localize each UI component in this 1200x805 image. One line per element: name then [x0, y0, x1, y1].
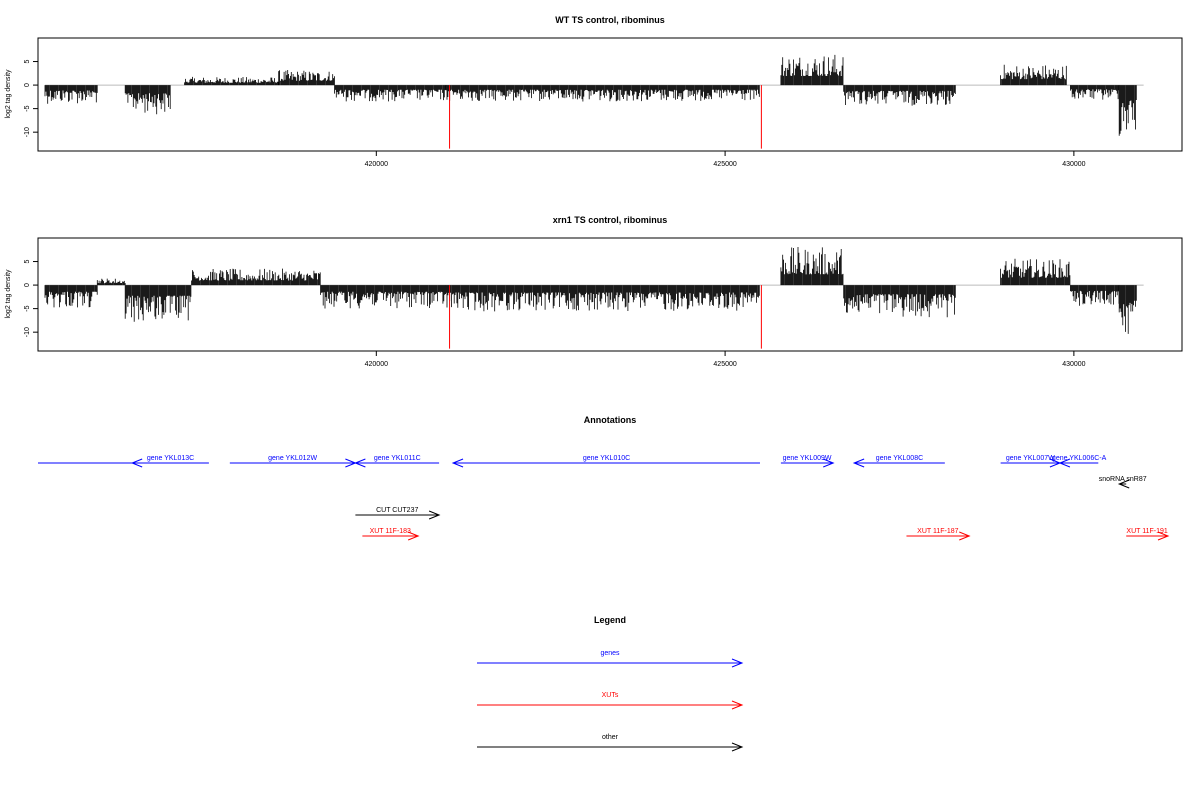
xrn1-signal-segment [843, 285, 956, 318]
wt-signal-segment [334, 85, 447, 102]
other-feature-label: snoRNA snR87 [1099, 476, 1147, 483]
wt-y-ticks: -10 -5 0 5 [24, 59, 38, 137]
wt-signal-segment [184, 76, 279, 86]
wt-signal-bars [44, 54, 1137, 136]
xrn1-signal-segment [320, 285, 446, 309]
wt-y-tick-label: 0 [24, 83, 31, 87]
xrn1-track-panel: xrn1 TS control, ribominus log2 tag dens… [5, 215, 1183, 368]
legend-label-gene: genes [600, 650, 620, 657]
xut-feature-label: XUT 11F-191 [1126, 528, 1167, 535]
xrn1-signal-segment [445, 285, 760, 312]
legend-arrow-xut [477, 700, 744, 710]
legend-label-other: other [602, 734, 619, 741]
xrn1-x-ticks: 420000 425000 430000 [365, 351, 1086, 368]
wt-y-tick-label: -5 [24, 105, 31, 111]
xut-feature-arrow [362, 531, 420, 541]
other-feature-arrow [1117, 479, 1130, 489]
xrn1-signal-segment [1118, 285, 1137, 334]
xrn1-signal-segment [1070, 285, 1120, 306]
xrn1-y-tick-label: -5 [24, 305, 31, 311]
xrn1-signal-segment [124, 285, 192, 322]
legend-title: Legend [594, 615, 626, 625]
gene-feature-arrow [354, 458, 440, 468]
gene-feature-label: gene YKL009W [783, 455, 832, 462]
xrn1-y-tick-label: 0 [24, 283, 31, 287]
legend-panel: Legend genes XUTs other [477, 615, 744, 752]
gene-feature-label: gene YKL007W [1006, 455, 1055, 462]
xrn1-y-ticks: -10 -5 0 5 [24, 259, 38, 337]
gene-feature-label: gene YKL013C [147, 455, 194, 462]
wt-signal-segment [124, 85, 171, 115]
gene-feature-arrow [1058, 458, 1099, 468]
xrn1-y-tick-label: 5 [24, 259, 31, 263]
xrn1-x-tick-label: 420000 [365, 361, 388, 368]
gene-feature-arrow [451, 458, 760, 468]
xut-feature-label: XUT 11F-183 [370, 528, 411, 535]
wt-plot-frame [37, 37, 1183, 152]
xrn1-signal-segment [96, 278, 126, 286]
xrn1-y-tick-label: -10 [24, 327, 31, 337]
gene-feature-label: gene YKL006C-A [1052, 455, 1107, 462]
annotations-panel: Annotations gene YKL013C gene YKL012W gene… [38, 415, 1170, 541]
gene-feature-arrow [780, 458, 835, 468]
wt-signal-segment [780, 54, 844, 86]
gene-feature-label: gene YKL008C [876, 455, 923, 462]
gene-feature-label: gene YKL010C [583, 455, 630, 462]
annotations-title: Annotations [584, 415, 637, 425]
wt-x-tick-label: 430000 [1062, 161, 1085, 168]
xut-feature-arrow [1126, 531, 1170, 541]
xut-feature-label: XUT 11F-187 [917, 528, 958, 535]
xrn1-signal-bars [44, 247, 1137, 334]
xrn1-x-tick-label: 425000 [713, 361, 736, 368]
wt-signal-segment [843, 85, 956, 106]
gene-feature-label: gene YKL011C [374, 455, 421, 462]
legend-items: genes XUTs other [477, 650, 744, 752]
wt-signal-segment [278, 70, 335, 86]
xut-feature-arrow [906, 531, 971, 541]
annotation-features: gene YKL013C gene YKL012W gene YKL011C gene… [38, 455, 1170, 541]
legend-arrow-gene [477, 658, 744, 668]
wt-signal-segment [1000, 64, 1067, 86]
xrn1-markers [449, 285, 762, 349]
legend-label-xut: XUTs [602, 692, 619, 699]
xrn1-y-axis-label: log2 tag density [5, 269, 12, 319]
wt-x-tick-label: 420000 [365, 161, 388, 168]
wt-x-tick-label: 425000 [713, 161, 736, 168]
wt-signal-segment [44, 85, 98, 104]
wt-track-title: WT TS control, ribominus [555, 15, 665, 25]
wt-signal-segment [445, 85, 760, 102]
gene-feature-arrow [130, 458, 209, 468]
xrn1-signal-segment [44, 285, 98, 308]
other-feature-arrow [355, 510, 441, 520]
wt-x-ticks: 420000 425000 430000 [365, 151, 1086, 168]
xrn1-track-title: xrn1 TS control, ribominus [553, 215, 668, 225]
wt-signal-segment [1118, 85, 1137, 136]
wt-track-panel: WT TS control, ribominus log2 tag densit… [5, 15, 1183, 168]
gene-feature-arrow [852, 458, 945, 468]
other-feature-label: CUT CUT237 [376, 507, 418, 514]
legend-arrow-other [477, 742, 744, 752]
wt-y-tick-label: -10 [24, 127, 31, 137]
wt-markers [449, 85, 762, 149]
xrn1-signal-segment [780, 247, 844, 286]
wt-y-axis-label: log2 tag density [5, 69, 12, 119]
xrn1-signal-segment [191, 268, 321, 286]
wt-signal-segment [1070, 85, 1120, 100]
gene-feature-label: gene YKL012W [268, 455, 317, 462]
xrn1-signal-segment [1000, 258, 1071, 286]
xrn1-plot-frame [37, 237, 1183, 352]
xrn1-x-tick-label: 430000 [1062, 361, 1085, 368]
wt-y-tick-label: 5 [24, 59, 31, 63]
